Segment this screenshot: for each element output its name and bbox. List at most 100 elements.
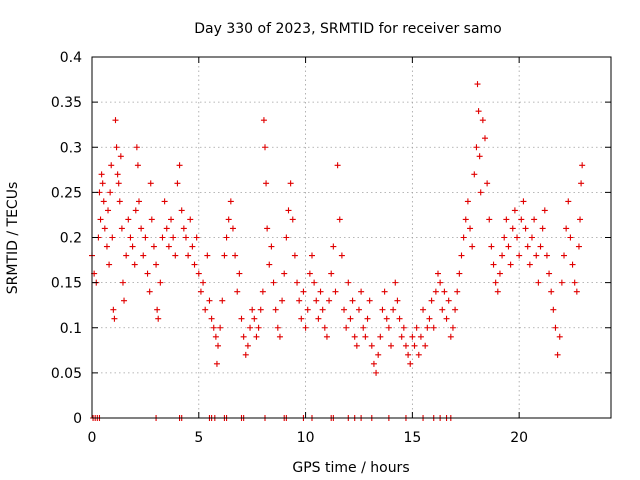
y-tick-label: 0 [73,411,82,427]
data-point [302,324,309,331]
data-point [202,306,209,313]
data-point [129,243,136,250]
data-point [366,297,373,304]
data-point [541,207,548,214]
data-point [236,270,243,277]
data-point [437,279,444,286]
data-point [362,333,369,340]
data-point [486,216,493,223]
data-point [358,288,365,295]
data-point [396,315,403,322]
data-point [430,324,437,331]
data-point [415,351,422,358]
data-point [317,288,324,295]
data-point [546,270,553,277]
data-point [417,333,424,340]
data-point [168,216,175,223]
data-point [554,351,561,358]
data-point [488,243,495,250]
data-point [315,315,322,322]
axis-ticks: 0 0.05 0.1 0.15 0.2 0.25 0.3 0.35 0.4 0 5 10 15 20 [51,50,611,446]
data-point [511,207,518,214]
data-point [311,279,318,286]
data-point [274,324,281,331]
data-point [505,243,512,250]
data-point [509,225,516,232]
data-point [163,225,170,232]
data-point [227,198,234,205]
data-point [157,279,164,286]
data-point [313,297,320,304]
data-point [125,216,132,223]
data-point [111,315,118,322]
data-point [439,306,446,313]
data-point [132,207,139,214]
data-point [447,333,454,340]
data-point [187,216,194,223]
data-point [105,207,112,214]
data-point [501,234,508,241]
data-point [200,279,207,286]
y-tick-label: 0.4 [60,50,82,66]
data-point [550,306,557,313]
data-point [454,288,461,295]
data-point [364,315,371,322]
data-point [420,306,427,313]
data-point [543,252,550,259]
data-point [260,117,267,124]
data-point [119,279,126,286]
data-point [308,252,315,259]
data-point [135,198,142,205]
data-point [108,162,115,169]
data-point [182,234,189,241]
data-point [321,324,328,331]
data-point [379,306,386,313]
data-point [107,189,114,196]
data-point [326,297,333,304]
data-point [229,225,236,232]
data-point [172,252,179,259]
data-point [161,198,168,205]
data-point [99,180,106,187]
data-point [103,243,110,250]
data-point [116,198,123,205]
data-point [400,324,407,331]
data-point [193,234,200,241]
data-point [117,153,124,160]
data-point [556,333,563,340]
data-point [528,234,535,241]
data-point [445,297,452,304]
data-point [217,324,224,331]
data-point [578,180,585,187]
data-point [388,342,395,349]
data-point [221,252,228,259]
y-tick-label: 0.1 [60,321,82,337]
data-point [197,288,204,295]
data-point [291,252,298,259]
data-point [319,306,326,313]
y-tick-label: 0.15 [51,276,82,292]
data-point [383,315,390,322]
data-point [304,306,311,313]
data-point [97,216,104,223]
data-point [238,315,245,322]
data-point [240,333,247,340]
data-point [285,207,292,214]
data-point [185,252,192,259]
data-point [373,369,380,376]
data-point [195,270,202,277]
data-point [148,216,155,223]
data-point [306,270,313,277]
data-point [336,216,343,223]
data-point [558,279,565,286]
data-point [109,234,116,241]
data-point [266,261,273,268]
data-point [255,324,262,331]
data-point [449,324,456,331]
data-point [351,333,358,340]
data-point [223,234,230,241]
data-point [458,252,465,259]
data-point [127,234,134,241]
data-point [452,306,459,313]
